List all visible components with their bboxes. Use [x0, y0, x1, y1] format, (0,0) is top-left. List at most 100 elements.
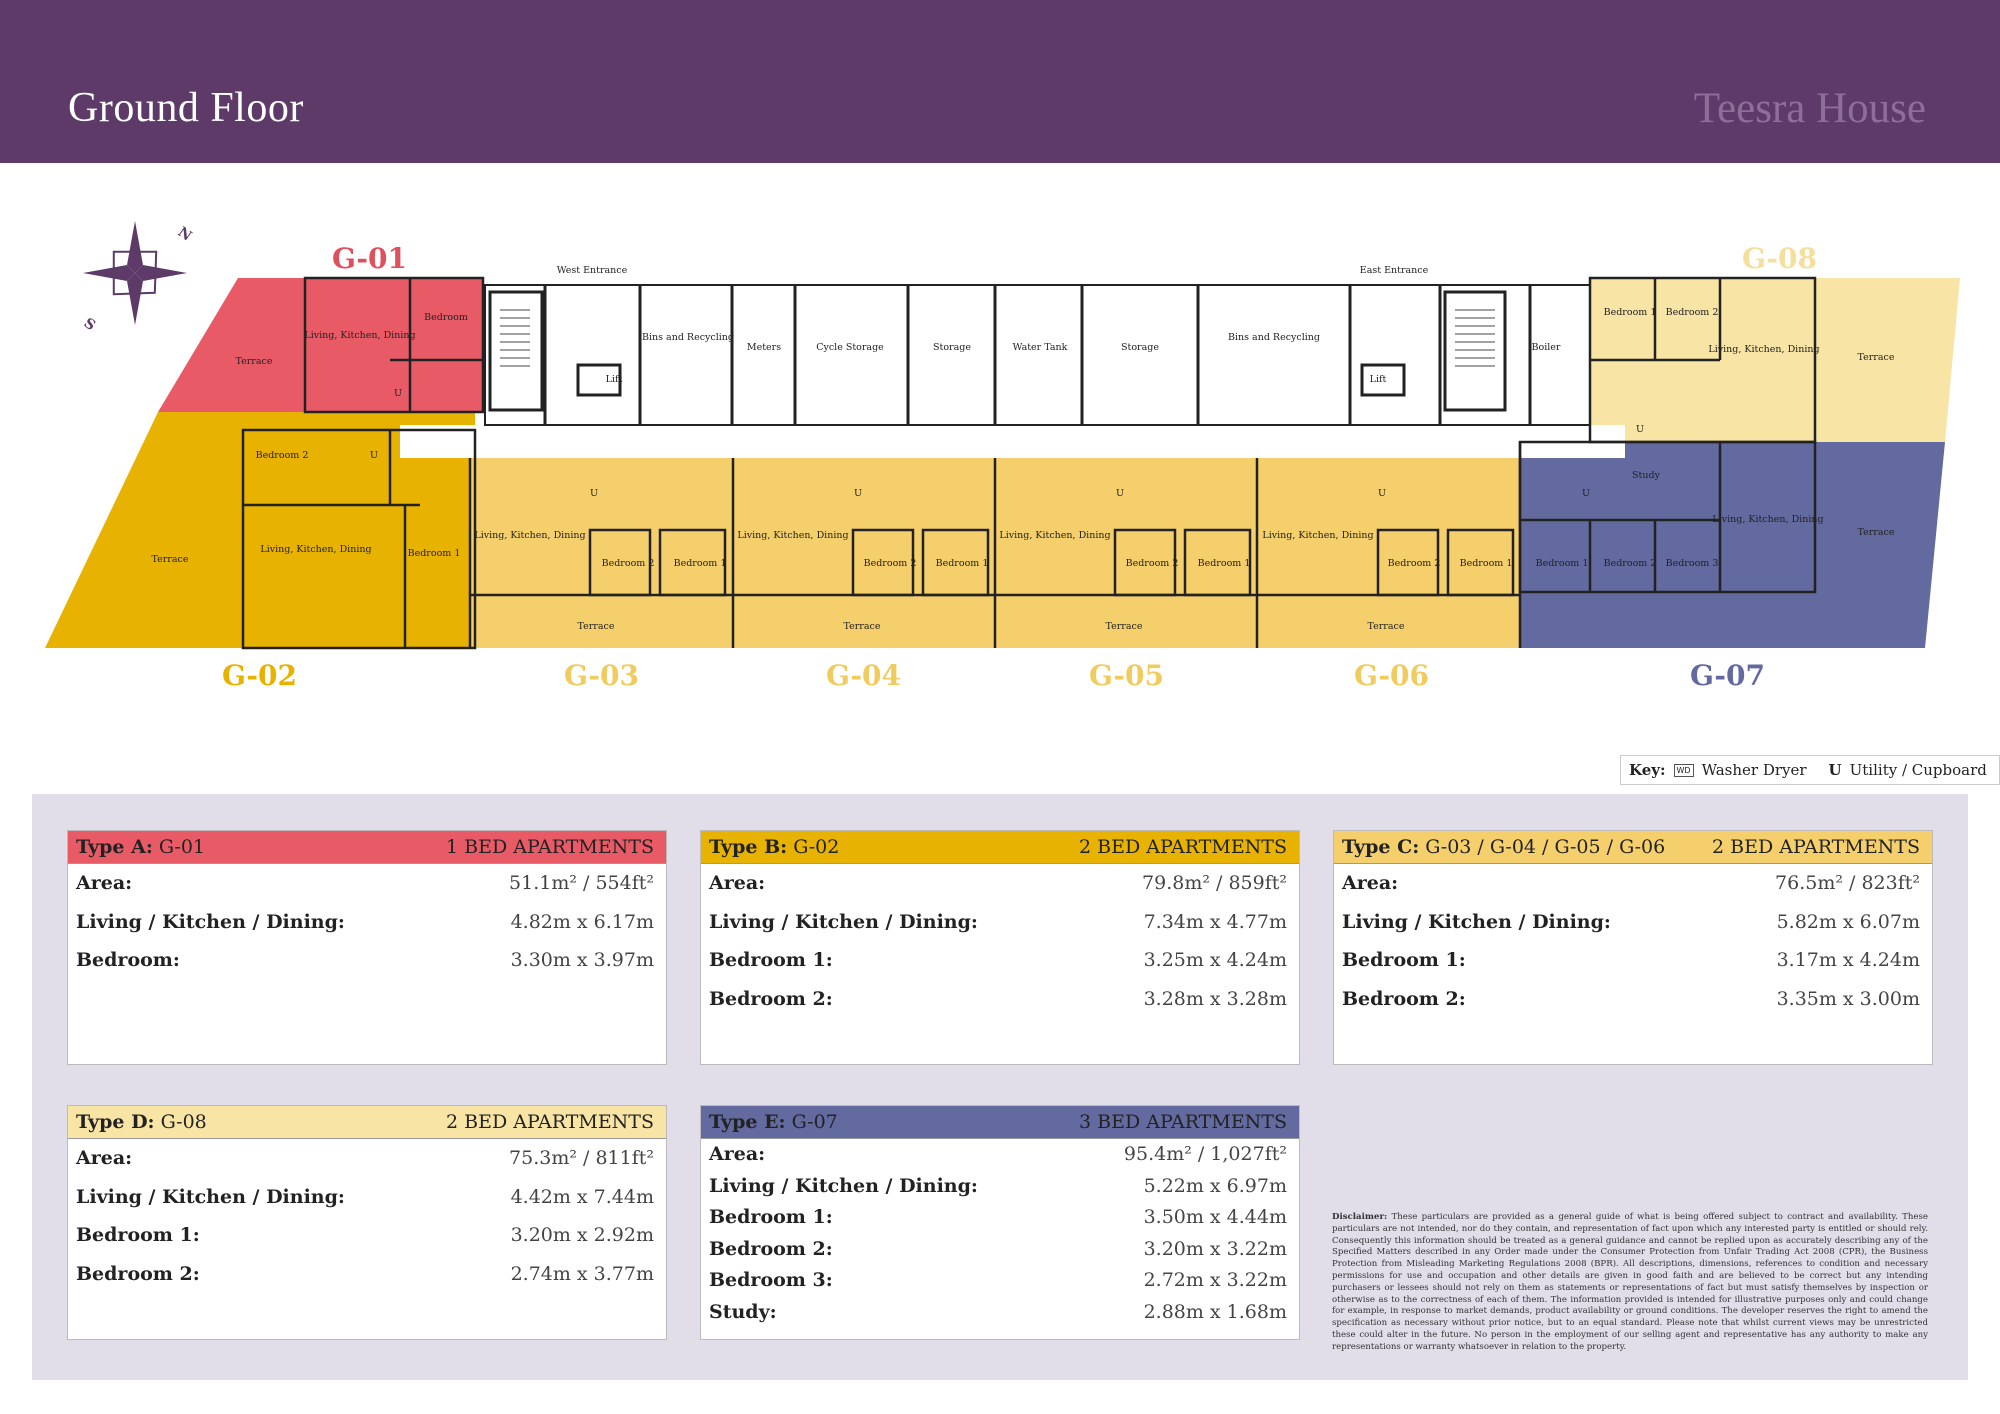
type-a-header: Type A: G-01 1 BED APARTMENTS — [68, 831, 666, 864]
spec-row: Living / Kitchen / Dining: 7.34m x 4.77m — [701, 903, 1299, 942]
room-g06-lkd: Living, Kitchen, Dining — [1262, 530, 1373, 541]
spec-value: 5.22m x 6.97m — [1143, 1174, 1287, 1197]
room-g03-u: U — [590, 488, 598, 499]
spec-row: Area: 76.5m² / 823ft² — [1334, 864, 1932, 903]
spec-value: 3.20m x 3.22m — [1143, 1237, 1287, 1260]
spec-label: Living / Kitchen / Dining: — [709, 910, 978, 933]
spec-label: Area: — [709, 1143, 766, 1165]
spec-label: Bedroom 2: — [709, 1237, 833, 1260]
zone-g03 — [470, 458, 733, 648]
spec-row: Bedroom 1: 3.50m x 4.44m — [701, 1202, 1299, 1234]
header-banner: Ground Floor Teesra House — [0, 0, 2000, 163]
unit-label-g03: G-03 — [564, 659, 639, 692]
key-u-label: Utility / Cupboard — [1849, 761, 1987, 779]
type-c-beds: 2 BED APARTMENTS — [1712, 836, 1920, 858]
type-a-card: Type A: G-01 1 BED APARTMENTS Area: 51.1m… — [67, 830, 667, 1065]
spec-label: Study: — [709, 1300, 777, 1323]
type-d-label: Type D: — [76, 1111, 155, 1133]
unit-label-g08: G-08 — [1742, 242, 1817, 275]
spec-row: Area: 75.3m² / 811ft² — [68, 1139, 666, 1178]
spec-value: 79.8m² / 859ft² — [1142, 872, 1287, 894]
type-e-card: Type E: G-07 3 BED APARTMENTS Area: 95.4m… — [700, 1105, 1300, 1340]
spec-row: Study: 2.88m x 1.68m — [701, 1297, 1299, 1329]
spec-label: Area: — [709, 872, 766, 894]
unit-label-g06: G-06 — [1354, 659, 1429, 692]
type-c-header: Type C: G-03 / G-04 / G-05 / G-06 2 BED … — [1334, 831, 1932, 864]
spec-row: Bedroom 1: 3.17m x 4.24m — [1334, 941, 1932, 980]
unit-label-g01: G-01 — [332, 242, 407, 275]
spec-label: Area: — [76, 1147, 133, 1169]
room-g03-bed1: Bedroom 1 — [674, 558, 727, 569]
type-e-label: Type E: — [709, 1111, 786, 1133]
zone-g02b — [238, 430, 475, 648]
spec-row: Bedroom 2: 3.20m x 3.22m — [701, 1234, 1299, 1266]
room-lift-east: Lift — [1370, 374, 1387, 385]
floor-plan-svg: N S — [45, 221, 1960, 692]
room-g07-bed1: Bedroom 1 — [1536, 558, 1589, 569]
spec-value: 3.17m x 4.24m — [1776, 949, 1920, 971]
room-g05-bed2: Bedroom 2 — [1126, 558, 1179, 569]
type-d-beds: 2 BED APARTMENTS — [446, 1111, 654, 1133]
spec-label: Bedroom 2: — [76, 1262, 200, 1285]
spec-value: 76.5m² / 823ft² — [1775, 872, 1920, 894]
spec-value: 2.88m x 1.68m — [1143, 1300, 1287, 1323]
room-g01-terrace: Terrace — [236, 356, 273, 367]
type-a-label: Type A: — [76, 836, 153, 858]
spec-value: 5.82m x 6.07m — [1776, 910, 1920, 933]
spec-value: 7.34m x 4.77m — [1143, 910, 1287, 933]
washer-dryer-icon: WD — [1673, 763, 1694, 777]
room-water-tank: Water Tank — [1013, 342, 1068, 353]
spec-label: Living / Kitchen / Dining: — [76, 910, 345, 933]
room-cycle-storage: Cycle Storage — [816, 342, 884, 353]
room-g04-bed2: Bedroom 2 — [864, 558, 917, 569]
room-g08-u: U — [1636, 424, 1644, 435]
spec-value: 75.3m² / 811ft² — [509, 1147, 654, 1169]
spec-label: Bedroom 3: — [709, 1269, 833, 1291]
zone-g07 — [1520, 442, 1945, 648]
room-g06-u: U — [1378, 488, 1386, 499]
spec-label: Bedroom 1: — [76, 1224, 200, 1246]
disclaimer-heading: Disclaimer: — [1332, 1212, 1388, 1222]
spec-value: 2.74m x 3.77m — [510, 1262, 654, 1285]
room-g04-terrace: Terrace — [844, 621, 881, 632]
brand-name: Teesra House — [1693, 85, 1926, 132]
type-b-units: G-02 — [793, 836, 840, 858]
room-bins-west: Bins and Recycling — [642, 332, 734, 343]
room-g07-bed2: Bedroom 2 — [1604, 558, 1657, 569]
room-storage-1: Storage — [933, 342, 971, 353]
room-g06-bed2: Bedroom 2 — [1388, 558, 1441, 569]
room-lift-west: Lift — [606, 374, 623, 385]
utility-icon: U — [1828, 761, 1842, 779]
type-a-units: G-01 — [158, 836, 206, 858]
room-g03-bed2: Bedroom 2 — [602, 558, 655, 569]
spec-row: Bedroom 3: 2.72m x 3.22m — [701, 1265, 1299, 1297]
room-g02-terrace: Terrace — [152, 554, 189, 565]
spec-label: Living / Kitchen / Dining: — [76, 1185, 345, 1208]
zone-g08 — [1590, 278, 1960, 442]
room-g07-lkd: Living, Kitchen, Dining — [1712, 514, 1823, 525]
room-g08-lkd: Living, Kitchen, Dining — [1708, 344, 1819, 355]
room-g02-bedroom-1: Bedroom 1 — [408, 548, 461, 559]
type-b-header: Type B: G-02 2 BED APARTMENTS — [701, 831, 1299, 864]
room-g08-terrace: Terrace — [1858, 352, 1895, 363]
spec-row: Bedroom 2: 2.74m x 3.77m — [68, 1255, 666, 1294]
spec-row: Area: 95.4m² / 1,027ft² — [701, 1139, 1299, 1171]
key-wd-label: Washer Dryer — [1701, 761, 1807, 779]
room-boiler: Boiler — [1532, 342, 1561, 353]
room-g08-bed1: Bedroom 1 — [1604, 307, 1657, 318]
room-meters: Meters — [747, 342, 781, 353]
compass-north: N — [175, 224, 195, 245]
disclaimer: Disclaimer: These particulars are provid… — [1332, 1212, 1928, 1354]
legend-key: Key: WD Washer Dryer U Utility / Cupboar… — [1620, 755, 2000, 785]
room-g04-bed1: Bedroom 1 — [936, 558, 989, 569]
spec-row: Living / Kitchen / Dining: 4.82m x 6.17m — [68, 903, 666, 942]
spec-label: Bedroom 2: — [1342, 987, 1466, 1010]
spec-row: Bedroom: 3.30m x 3.97m — [68, 941, 666, 980]
type-c-units: G-03 / G-04 / G-05 / G-06 — [1425, 836, 1666, 858]
room-g01-lkd: Living, Kitchen, Dining — [304, 330, 415, 341]
spec-label: Living / Kitchen / Dining: — [1342, 910, 1611, 933]
spec-value: 3.35m x 3.00m — [1776, 987, 1920, 1010]
room-g05-lkd: Living, Kitchen, Dining — [999, 530, 1110, 541]
type-a-beds: 1 BED APARTMENTS — [446, 836, 654, 858]
compass-icon: N S — [81, 221, 195, 334]
